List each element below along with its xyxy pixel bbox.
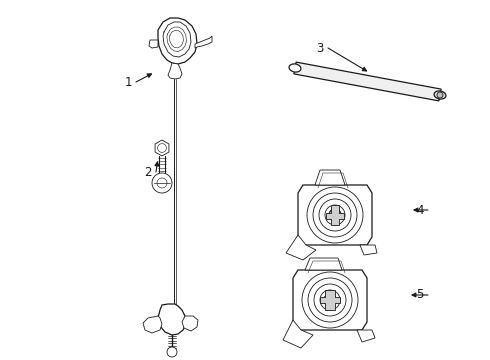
- Circle shape: [324, 294, 336, 306]
- Polygon shape: [315, 170, 345, 185]
- Circle shape: [313, 193, 357, 237]
- Circle shape: [302, 272, 358, 328]
- Polygon shape: [298, 185, 372, 245]
- Polygon shape: [158, 18, 197, 64]
- Circle shape: [319, 199, 351, 231]
- Text: 5: 5: [416, 288, 424, 302]
- Circle shape: [308, 278, 352, 322]
- Ellipse shape: [289, 64, 301, 72]
- Polygon shape: [286, 235, 316, 260]
- Polygon shape: [305, 258, 342, 270]
- Polygon shape: [158, 304, 186, 335]
- Circle shape: [325, 205, 345, 225]
- Circle shape: [437, 92, 443, 98]
- Polygon shape: [326, 205, 344, 225]
- Polygon shape: [360, 245, 377, 255]
- Polygon shape: [143, 316, 162, 333]
- Polygon shape: [155, 140, 169, 156]
- Circle shape: [167, 347, 177, 357]
- Circle shape: [314, 284, 346, 316]
- Polygon shape: [293, 270, 367, 330]
- Polygon shape: [149, 40, 158, 48]
- Polygon shape: [182, 316, 198, 331]
- Ellipse shape: [434, 91, 446, 99]
- Text: 4: 4: [416, 203, 424, 216]
- Circle shape: [152, 173, 172, 193]
- Text: 2: 2: [144, 166, 152, 179]
- Circle shape: [307, 187, 363, 243]
- Circle shape: [158, 144, 167, 152]
- Polygon shape: [294, 62, 441, 101]
- Text: 1: 1: [124, 76, 132, 89]
- Circle shape: [157, 178, 167, 188]
- Polygon shape: [283, 320, 313, 348]
- Polygon shape: [168, 63, 182, 79]
- Circle shape: [320, 290, 340, 310]
- Text: 3: 3: [317, 41, 324, 54]
- Polygon shape: [357, 330, 375, 342]
- Polygon shape: [320, 290, 340, 310]
- Polygon shape: [195, 36, 212, 48]
- Circle shape: [329, 209, 341, 221]
